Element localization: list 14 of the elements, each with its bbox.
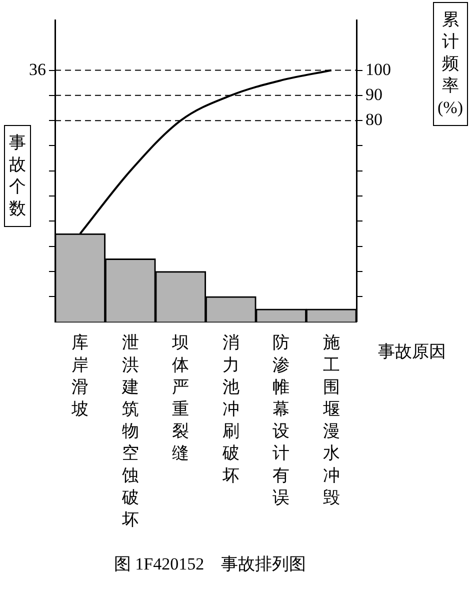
y2-axis-title: 累计频率(%) xyxy=(438,9,463,119)
category-label: 泄洪建筑物空蚀破坏 xyxy=(122,333,139,530)
y2-tick-label: 80 xyxy=(366,110,382,130)
y2-tick-label: 100 xyxy=(366,60,391,79)
x-tick-label: 库岸滑坡 xyxy=(70,333,89,419)
x-tick-label: 防渗帷幕设计有误 xyxy=(272,333,290,507)
text: 图 1F420152 事故排列图 xyxy=(114,554,306,574)
x-tick-label: 施工围堰漫水冲毁 xyxy=(322,333,340,507)
y-tick-label: 36 xyxy=(29,60,46,79)
x-tick-label: 坝体严重裂缝 xyxy=(171,333,190,463)
y2-tick-label: 90 xyxy=(366,84,382,104)
x-tick-label: 消力池冲刷破坏 xyxy=(221,333,240,485)
y-axis-title: 事故个数 xyxy=(9,132,26,220)
x-axis-title: 事故原因 xyxy=(378,341,446,363)
